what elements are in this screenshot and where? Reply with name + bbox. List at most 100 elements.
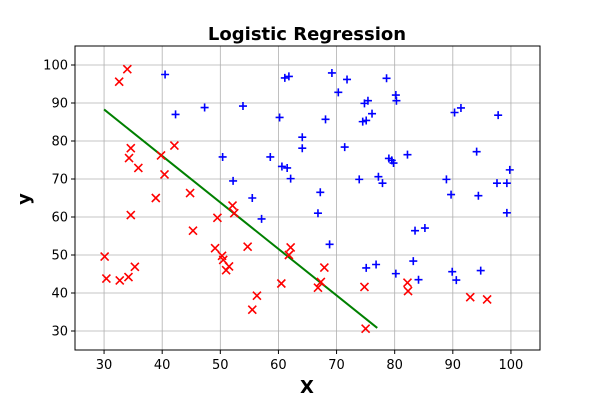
positive-point-marker	[277, 162, 286, 171]
positive-point-marker	[452, 276, 461, 285]
positive-point-marker	[474, 191, 483, 200]
positive-point-marker	[378, 179, 387, 188]
negative-point-marker	[227, 201, 238, 211]
grid-lines	[75, 46, 540, 350]
negative-point-marker	[130, 262, 140, 272]
positive-point-marker	[456, 103, 465, 112]
negative-point-marker	[316, 277, 326, 287]
positive-point-marker	[447, 190, 456, 199]
negative-point-marker	[359, 282, 370, 292]
positive-point-marker	[283, 163, 292, 172]
negative-point-marker	[126, 210, 136, 220]
negative-point-marker	[482, 294, 492, 305]
positive-point-marker	[313, 209, 322, 218]
positive-point-marker	[275, 113, 284, 122]
x-tick-label: 50	[212, 358, 229, 373]
positive-point-marker	[200, 103, 209, 112]
negative-point-marker	[159, 169, 170, 180]
axes-frame	[74, 45, 541, 351]
y-axis-label: y	[14, 193, 35, 205]
positive-point-marker	[362, 263, 371, 272]
positive-point-marker	[391, 269, 400, 278]
positive-point-marker	[368, 109, 377, 118]
y-tick-label: 70	[51, 173, 68, 188]
positive-point-marker	[448, 267, 457, 276]
negative-point-marker	[402, 278, 413, 288]
positive-point-marker	[298, 133, 307, 142]
positive-point-marker	[238, 102, 247, 111]
positive-point-marker	[321, 115, 330, 124]
negative-point-marker	[123, 272, 134, 282]
positive-point-marker	[450, 108, 459, 117]
positive-point-marker	[343, 75, 352, 84]
y-tick-label: 50	[51, 249, 68, 264]
positive-point-marker	[362, 116, 371, 125]
negative-point-marker	[156, 150, 166, 161]
positive-point-marker	[392, 96, 401, 105]
negative-point-marker	[361, 324, 371, 334]
positive-point-marker	[374, 172, 383, 181]
negative-point-marker	[229, 208, 239, 218]
positive-point-marker	[298, 144, 307, 153]
negative-point-marker	[210, 243, 220, 253]
negative-point-marker	[286, 242, 296, 252]
x-axis-label: X	[300, 377, 314, 398]
positive-point-marker	[472, 147, 481, 156]
positive-point-marker	[494, 111, 503, 120]
x-tick-label: 100	[499, 358, 524, 373]
y-tick-label: 80	[51, 135, 68, 150]
negative-point-marker	[224, 261, 234, 271]
positive-point-marker	[476, 266, 485, 275]
positive-point-marker	[284, 72, 293, 81]
positive-point-marker	[420, 224, 429, 233]
negative-point-marker	[243, 242, 253, 252]
positive-point-marker	[161, 70, 170, 79]
positive-point-marker	[316, 188, 325, 197]
negative-point-marker	[124, 153, 134, 163]
y-tick-label: 30	[51, 325, 68, 340]
decision-boundary-line	[103, 108, 378, 329]
y-tick-label: 90	[51, 97, 68, 112]
y-axis-ticks: 30 40 50 60 70 80 90 100	[43, 59, 75, 340]
y-tick-label: 60	[51, 211, 68, 226]
positive-point-marker	[257, 214, 266, 223]
data-points-layer	[100, 64, 514, 334]
positive-point-marker	[286, 174, 295, 183]
negative-point-marker	[252, 291, 262, 301]
positive-point-marker	[248, 194, 257, 202]
positive-point-marker	[505, 165, 514, 174]
positive-point-marker	[340, 143, 349, 152]
negative-point-marker	[114, 77, 124, 87]
positive-point-marker	[411, 226, 420, 235]
positive-point-marker	[414, 275, 423, 284]
x-tick-label: 80	[386, 358, 403, 373]
negative-point-marker	[188, 226, 198, 236]
positive-point-marker	[409, 257, 418, 266]
y-tick-label: 40	[51, 287, 68, 302]
positive-point-marker	[382, 74, 391, 83]
positive-point-marker	[442, 175, 451, 184]
negative-point-marker	[276, 278, 286, 289]
positive-point-marker	[171, 110, 180, 119]
positive-point-marker	[266, 152, 275, 161]
positive-point-marker	[327, 68, 336, 77]
negative-point-marker	[212, 213, 222, 223]
x-tick-label: 30	[96, 358, 113, 373]
positive-point-marker	[502, 179, 511, 188]
x-tick-label: 90	[445, 358, 462, 373]
negative-point-marker	[101, 273, 111, 284]
negative-point-marker	[115, 275, 125, 286]
positive-point-marker	[218, 152, 227, 161]
negative-point-marker	[169, 140, 179, 151]
y-tick-label: 100	[43, 59, 68, 74]
positive-point-marker	[280, 73, 289, 82]
x-tick-label: 60	[270, 358, 287, 373]
positive-point-marker	[358, 117, 367, 126]
positive-point-marker	[492, 179, 501, 188]
negative-point-marker	[319, 262, 329, 273]
positive-point-marker	[403, 150, 412, 159]
positive-point-marker	[325, 240, 334, 249]
positive-point-marker	[372, 260, 381, 269]
